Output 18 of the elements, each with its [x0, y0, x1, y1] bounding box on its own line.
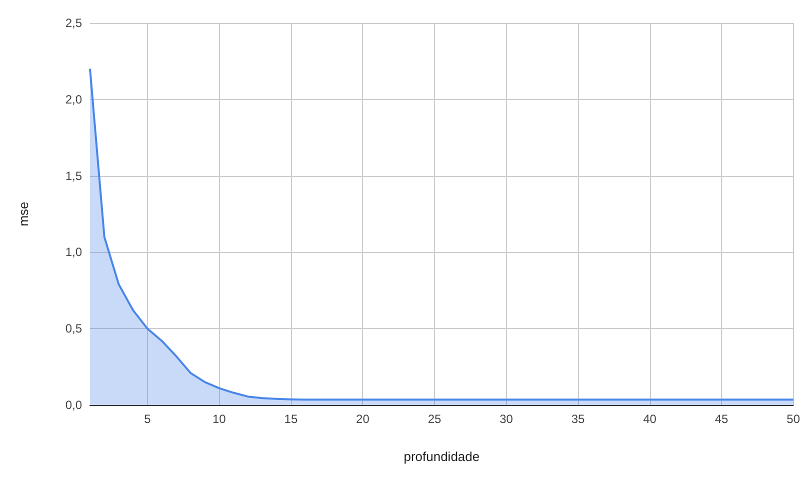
y-tick-label: 2,5 — [65, 16, 82, 30]
x-tick-label: 15 — [284, 412, 298, 426]
x-axis-title: profundidade — [404, 449, 480, 464]
x-tick-label: 40 — [643, 412, 657, 426]
x-tick-label: 50 — [786, 412, 800, 426]
y-tick-label: 1,5 — [65, 168, 82, 183]
y-tick-label: 0,0 — [65, 398, 82, 412]
y-tick-label: 0,5 — [65, 322, 82, 336]
x-tick-label: 10 — [212, 412, 226, 426]
y-tick-label: 1,0 — [65, 245, 82, 260]
x-tick-label: 45 — [714, 412, 729, 426]
x-tick-label: 25 — [428, 412, 442, 426]
x-tick-label: 20 — [356, 412, 370, 426]
y-tick-label: 2,0 — [65, 92, 82, 106]
x-tick-label: 30 — [500, 412, 514, 426]
y-axis-title: mse — [16, 202, 31, 226]
x-tick-label: 35 — [571, 412, 586, 426]
x-tick-label: 5 — [144, 412, 152, 426]
